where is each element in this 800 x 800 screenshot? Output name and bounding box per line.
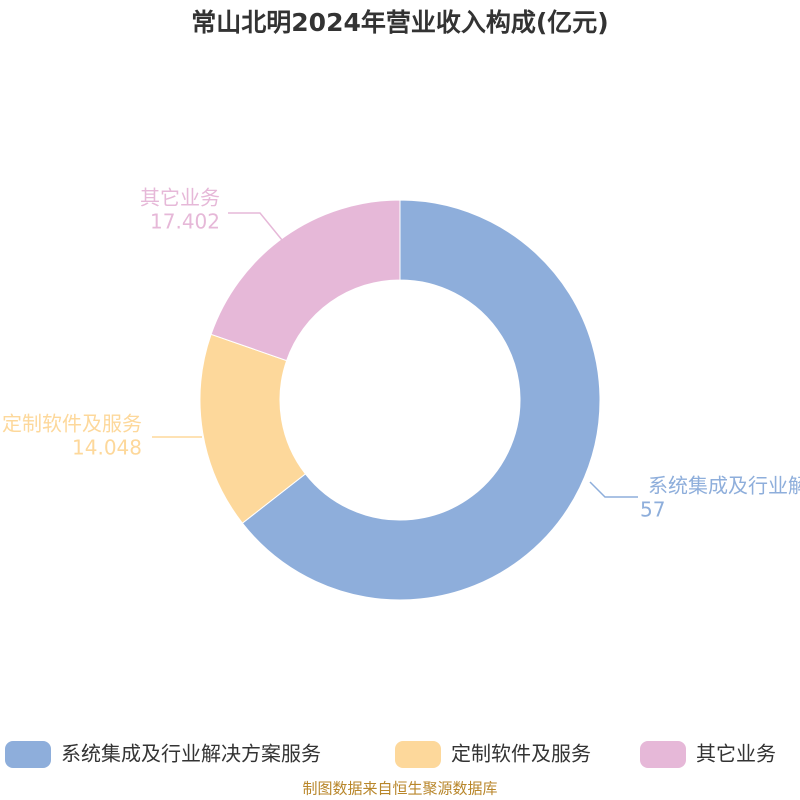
- legend-swatch: [395, 741, 441, 768]
- slice-value: 57: [640, 498, 665, 522]
- slice-label: 定制软件及服务: [2, 412, 142, 436]
- donut-slice: [210, 199, 401, 362]
- donut-slice: [241, 199, 601, 601]
- label-line: [228, 212, 283, 241]
- label-line: [589, 481, 638, 498]
- slice-label: 系统集成及行业解决方案服务: [648, 474, 800, 498]
- slice-value: 17.402: [150, 210, 220, 234]
- legend-label: 定制软件及服务: [451, 742, 591, 766]
- legend-swatch: [640, 741, 686, 768]
- source-note: 制图数据来自恒生聚源数据库: [302, 780, 497, 798]
- legend-swatch: [5, 741, 51, 768]
- slice-value: 14.048: [72, 436, 142, 460]
- legend-label: 其它业务: [696, 742, 776, 766]
- chart-title: 常山北明2024年营业收入构成(亿元): [191, 8, 608, 37]
- slice-label: 其它业务: [140, 186, 220, 210]
- legend-label: 系统集成及行业解决方案服务: [61, 742, 321, 766]
